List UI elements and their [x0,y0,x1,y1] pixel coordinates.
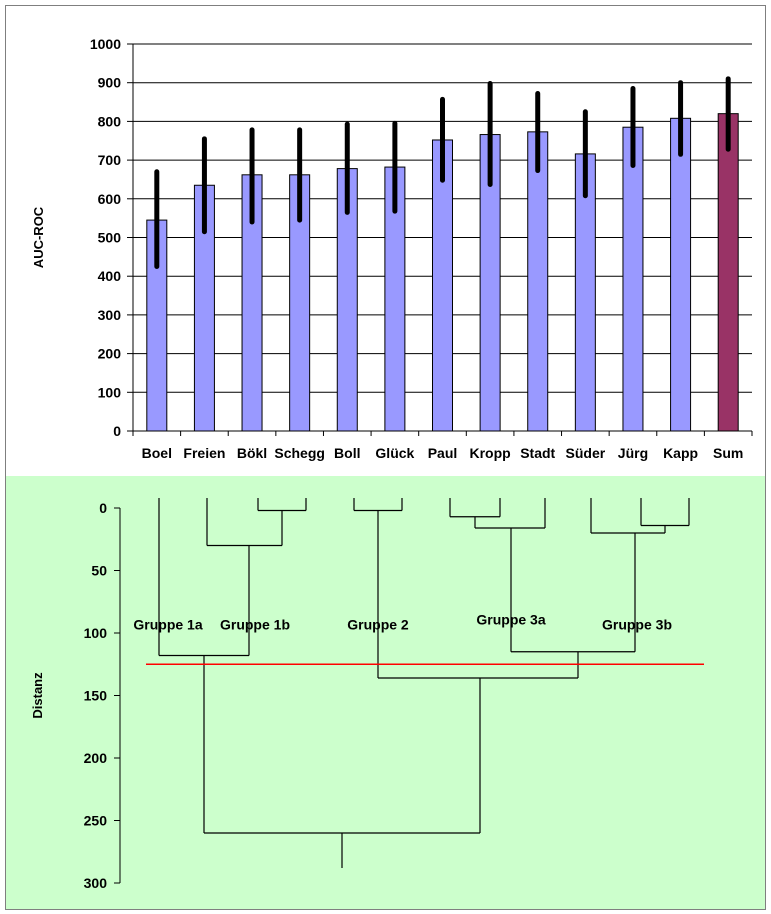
y-tick-label: 300 [84,875,108,891]
x-tick-label: Süder [566,445,606,461]
x-tick-label: Stadt [520,445,555,461]
x-tick-label: Boll [334,445,360,461]
y-tick-label: 600 [98,191,122,207]
y-tick-label: 800 [98,113,122,129]
y-tick-label: 100 [84,625,108,641]
y-tick-label: 0 [113,423,121,439]
bar [432,139,453,432]
x-tick-label: Paul [428,445,458,461]
x-tick-label: Sum [713,445,743,461]
y-tick-label: 400 [98,268,122,284]
y-axis-label: Distanz [30,672,45,719]
group-label: Gruppe 2 [347,616,409,632]
dendrogram: 0 50 100 150 200 250 300 Distanz Gruppe 1a Gruppe… [30,498,704,891]
y-tick-label: 300 [98,307,122,323]
y-tick-label: 250 [84,813,108,829]
y-tick-label: 900 [98,75,122,91]
figure-frame: 0 100 200 300 400 500 600 700 800 900 1000 Boel Frei… [5,5,766,910]
y-tick-label: 200 [98,346,122,362]
y-tick-label: 150 [84,688,108,704]
y-tick-label: 0 [99,500,107,516]
bar [527,131,549,432]
y-tick-label: 500 [98,230,122,246]
group-label: Gruppe 1b [220,616,290,632]
dendrogram-panel: 0 50 100 150 200 250 300 Distanz Gruppe 1a Gruppe… [6,476,765,909]
x-tick-label: Jürg [618,445,648,461]
y-tick-label: 200 [84,750,108,766]
y-tick-label: 700 [98,152,122,168]
y-tick-label: 1000 [90,36,121,52]
y-tick-label: 100 [98,384,122,400]
x-tick-label: Schegg [274,445,325,461]
bar [670,117,692,432]
group-label: Gruppe 3a [476,611,545,627]
x-tick-label: Freien [183,445,225,461]
x-tick-label: Boel [142,445,172,461]
bar [717,113,739,432]
group-label: Gruppe 1a [133,616,202,632]
bar-chart: 0 100 200 300 400 500 600 700 800 900 1000 Boel Frei… [31,36,753,461]
bar-chart-panel: 0 100 200 300 400 500 600 700 800 900 1000 Boel Frei… [6,6,765,476]
x-tick-label: Kropp [470,445,511,461]
group-label: Gruppe 3b [602,616,672,632]
x-tick-label: Bökl [237,445,267,461]
bar [622,126,644,432]
y-axis-label: AUC-ROC [31,206,46,268]
x-tick-label: Glück [375,445,414,461]
y-tick-label: 50 [91,563,107,579]
x-tick-label: Kapp [663,445,698,461]
